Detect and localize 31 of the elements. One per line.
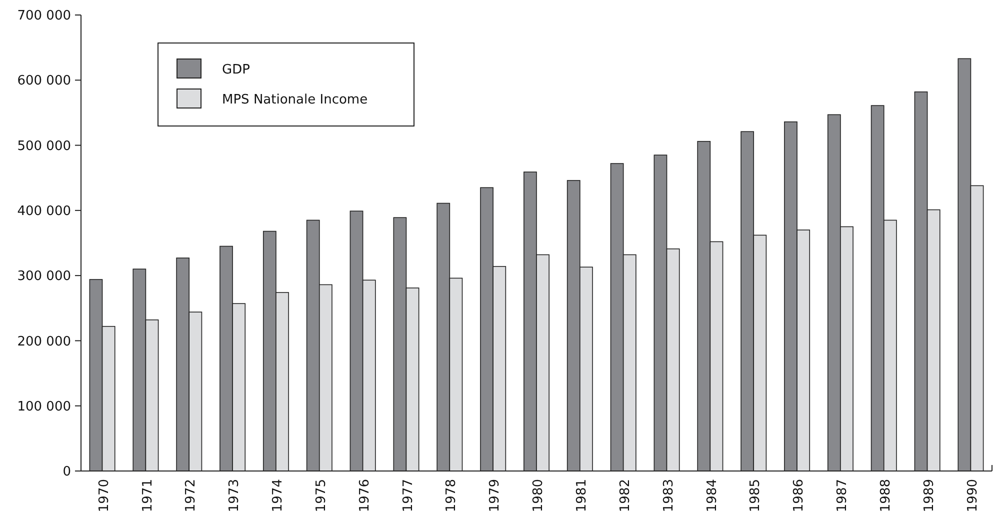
x-tick-label: 1972 [184,479,199,512]
x-tick-label: 1990 [965,479,980,512]
x-tick-label: 1987 [835,479,850,512]
y-tick-label: 0 [62,464,71,480]
x-tick-label: 1970 [96,479,112,512]
x-tick-label: 1982 [618,479,633,512]
y-tick-label: 700 000 [17,8,71,24]
y-tick-label: 400 000 [17,204,71,219]
y-tick-label: 100 000 [17,399,71,414]
x-tick-label: 1978 [444,479,460,512]
y-tick-label: 600 000 [17,74,71,89]
legend-label: GDP [222,62,250,78]
y-tick-label: 300 000 [17,269,71,284]
x-tick-label: 1976 [357,479,372,512]
x-tick-label: 1974 [270,479,286,512]
x-tick-label: 1988 [878,479,894,512]
x-tick-label: 1983 [661,479,676,512]
y-tick-label: 200 000 [17,334,71,350]
x-tick-label: 1971 [140,479,156,512]
x-tick-label: 1979 [488,479,503,512]
x-tick-label: 1980 [531,479,546,512]
x-tick-label: 1986 [792,479,807,512]
legend-label: MPS Nationale Income [222,92,368,108]
x-tick-label: 1989 [922,479,937,512]
x-tick-label: 1984 [704,479,720,512]
x-tick-label: 1985 [748,479,764,512]
x-tick-label: 1973 [227,479,242,512]
y-tick-label: 500 000 [17,138,71,154]
x-tick-label: 1975 [314,479,329,512]
x-tick-label: 1977 [400,479,416,512]
x-tick-label: 1981 [574,479,590,512]
